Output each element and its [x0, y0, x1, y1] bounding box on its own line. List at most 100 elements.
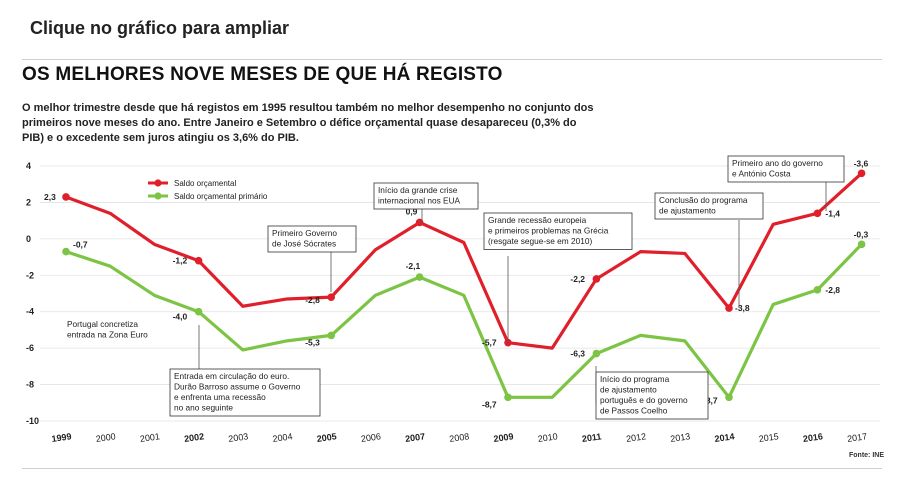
saldo-orcamental-point [194, 256, 203, 265]
x-tick-label: 2012 [625, 431, 646, 444]
annotation-box [483, 212, 633, 250]
saldo-primario-point [725, 393, 733, 402]
saldo-orcamental-point [592, 275, 601, 283]
x-tick-label: 2007 [404, 431, 425, 444]
saldo-orcamental-point [415, 218, 424, 227]
x-tick-label: 2013 [670, 431, 691, 444]
annotation-text: internacional nos EUA [378, 196, 461, 206]
saldo-primario-point [327, 331, 336, 340]
annotation-text: entrada na Zona Euro [67, 330, 148, 340]
saldo-orcamental-value-label: -3,6 [854, 158, 869, 168]
annotation-box [169, 368, 321, 417]
saldo-primario-value-label: -8,7 [703, 395, 718, 405]
saldo-primario-point [813, 286, 822, 294]
enlarge-chart-link[interactable]: Clique no gráfico para ampliar [30, 18, 290, 38]
y-tick-label: -6 [26, 343, 34, 353]
annotation-text: de Passos Coelho [600, 406, 668, 416]
saldo-primario-point [62, 247, 70, 256]
x-tick-label: 2010 [537, 431, 558, 444]
saldo-primario-point [504, 393, 512, 402]
x-tick-label: 2000 [95, 431, 116, 444]
y-tick-label: -8 [26, 380, 34, 390]
saldo-orcamental-value-label: -3,8 [735, 303, 750, 313]
annotation-box [373, 182, 479, 210]
y-tick-label: -4 [26, 307, 34, 317]
source-note: Fonte: INE [849, 452, 884, 459]
saldo-primario-value-label: -5,3 [305, 337, 320, 347]
annotation-text: e enfrenta uma recessão [174, 392, 266, 402]
x-tick-label: 2006 [360, 431, 381, 444]
saldo-primario-value-label: -0,3 [854, 229, 869, 239]
chart-title: OS MELHORES NOVE MESES DE QUE HÁ REGISTO [22, 64, 503, 85]
y-tick-label: 4 [26, 161, 31, 171]
saldo-primario-value-label: -4,0 [173, 312, 188, 322]
saldo-primario-value-label: -8,7 [482, 399, 497, 409]
saldo-orcamental-value-label: 0,9 [406, 206, 418, 216]
x-tick-label: 2001 [139, 431, 160, 444]
saldo-primario-value-label: -2,8 [825, 285, 840, 295]
x-tick-label: 2002 [183, 431, 204, 444]
x-tick-label: 2015 [758, 431, 779, 444]
saldo-orcamental-point [62, 193, 70, 201]
saldo-orcamental-value-label: 2,3 [44, 192, 56, 202]
x-tick-label: 2014 [714, 431, 735, 444]
saldo-orcamental-value-label: -2,8 [305, 295, 320, 305]
saldo-primario-value-label: -2,1 [406, 261, 421, 271]
saldo-orcamental-point [725, 304, 733, 312]
y-tick-label: -2 [26, 270, 34, 280]
x-tick-label: 2003 [228, 431, 249, 444]
annotation-text: e primeiros problemas na Grécia [488, 226, 609, 236]
annotation-text: português e do governo [600, 395, 688, 405]
saldo-orcamental-point [327, 293, 336, 301]
chart-subtitle: O melhor trimestre desde que há registos… [22, 101, 642, 146]
annotation-text: Grande recessão europeia [488, 215, 587, 225]
legend-swatch-dot [154, 179, 162, 187]
x-tick-label: 2005 [316, 431, 337, 444]
annotation-text: (resgate segue-se em 2010) [488, 236, 592, 246]
annotation-text: de ajustamento [600, 385, 657, 395]
saldo-primario-point [415, 273, 424, 281]
title-divider [22, 59, 882, 60]
saldo-orcamental-value-label: -1,2 [173, 256, 188, 266]
saldo-primario-point [194, 307, 203, 316]
saldo-orcamental-point [857, 169, 866, 178]
x-tick-label: 2004 [272, 431, 293, 444]
annotation-text: Entrada em circulação do euro. [174, 371, 289, 381]
saldo-orcamental-point [813, 209, 822, 218]
annotation-text: de José Sócrates [272, 239, 336, 249]
annotation-text: e António Costa [732, 169, 791, 179]
saldo-orcamental-value-label: -5,7 [482, 338, 497, 348]
annotation-text: Portugal concretiza [67, 319, 138, 329]
subtitle-line: O melhor trimestre desde que há registos… [22, 102, 594, 114]
annotation-text: Conclusão do programa [659, 195, 748, 205]
x-tick-label: 2016 [802, 431, 823, 444]
x-tick-label: 2008 [449, 431, 470, 444]
annotation-box [267, 225, 357, 253]
saldo-orcamental-value-label: -2,2 [570, 274, 585, 284]
annotation-text: Início da grande crise [378, 185, 458, 195]
annotation-box [727, 155, 845, 183]
saldo-primario-point [857, 240, 866, 249]
saldo-orcamental-value-label: -1,4 [825, 208, 840, 218]
x-tick-label: 2011 [581, 431, 602, 444]
annotation-text: Primeiro Governo [272, 228, 337, 238]
y-tick-label: -10 [26, 416, 39, 426]
legend-label: Saldo orçamental primário [174, 192, 268, 201]
subtitle-line: primeiros nove meses do ano. Entre Janei… [22, 117, 577, 129]
annotation-text: de ajustamento [659, 206, 716, 216]
x-tick-label: 2009 [493, 431, 514, 444]
saldo-primario-point [592, 349, 601, 358]
annotation-text: Durão Barroso assume o Governo [174, 382, 301, 392]
annotation-text: no ano seguinte [174, 403, 233, 413]
annotation-box [595, 371, 709, 420]
legend-swatch-dot [154, 192, 162, 200]
saldo-primario-value-label: -6,3 [570, 349, 585, 359]
subtitle-line: PIB) e o excedente sem juros atingiu os … [22, 132, 299, 144]
saldo-primario-value-label: -0,7 [73, 240, 88, 250]
legend-label: Saldo orçamental [174, 179, 236, 188]
x-tick-label: 2017 [846, 431, 867, 444]
x-tick-label: 1999 [51, 431, 72, 444]
annotation-text: Início do programa [600, 374, 670, 384]
y-tick-label: 0 [26, 234, 31, 244]
